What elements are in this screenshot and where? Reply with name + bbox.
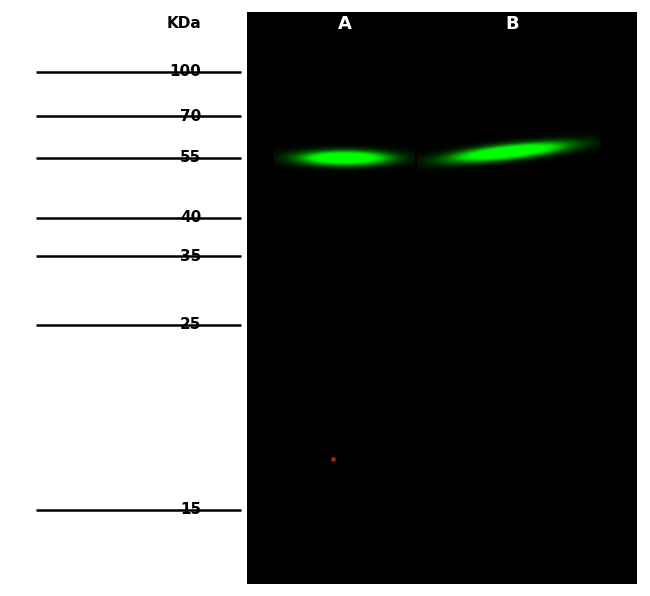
Text: A: A [337, 15, 352, 33]
Text: 55: 55 [180, 150, 202, 166]
Text: 15: 15 [181, 502, 202, 517]
Text: B: B [506, 15, 519, 33]
Text: KDa: KDa [167, 16, 202, 32]
Text: 70: 70 [180, 108, 202, 124]
Text: 25: 25 [180, 317, 202, 333]
Text: 100: 100 [170, 64, 202, 79]
Bar [247, 12, 637, 584]
Text: 35: 35 [180, 249, 202, 264]
Text: 40: 40 [180, 210, 202, 225]
